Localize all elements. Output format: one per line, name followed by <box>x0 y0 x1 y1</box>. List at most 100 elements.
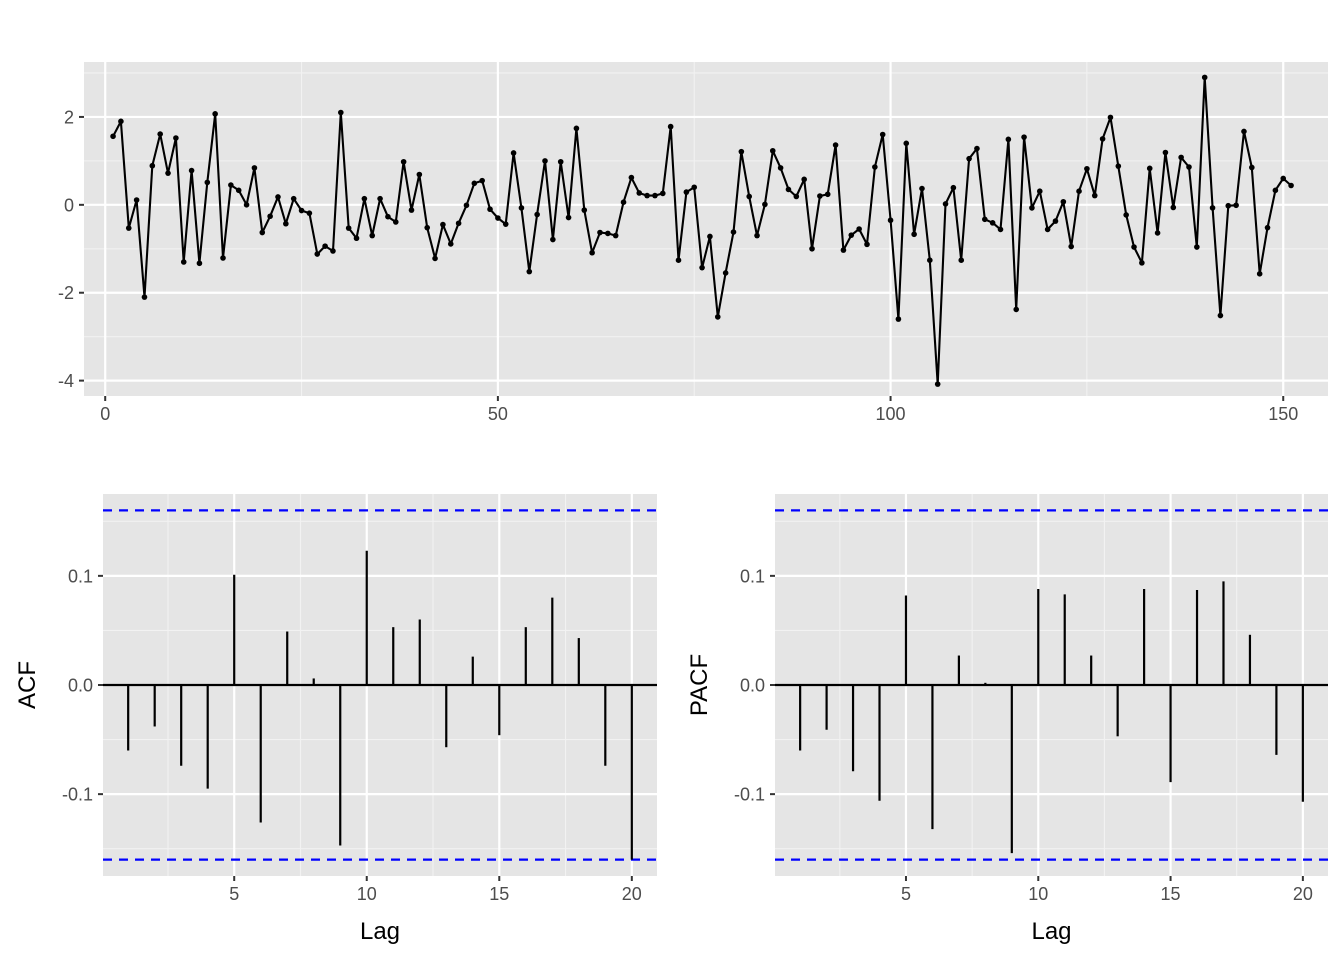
series-point <box>982 216 988 223</box>
pacf-y-tick-label: 0.1 <box>740 566 765 586</box>
acf-x-tick-label: 5 <box>229 884 239 904</box>
series-point <box>1084 165 1090 172</box>
series-point <box>173 135 179 141</box>
series-point <box>1036 188 1043 195</box>
series-point <box>966 155 972 162</box>
series-point <box>392 219 399 225</box>
series-point <box>1217 312 1224 319</box>
series-point <box>306 210 313 216</box>
pacf-x-axis-title: Lag <box>1031 918 1071 945</box>
series-point <box>204 179 211 186</box>
series-point <box>777 165 784 171</box>
series-point <box>275 194 281 200</box>
series-point <box>1256 271 1263 277</box>
series-point <box>1194 244 1200 250</box>
series-x-tick-label: 50 <box>488 404 508 424</box>
series-point <box>377 195 383 202</box>
series-point <box>314 251 321 257</box>
pacf-x-tick-label: 20 <box>1293 884 1313 904</box>
acf-y-tick-label: -0.1 <box>62 785 93 805</box>
series-point <box>950 184 957 191</box>
series-point <box>510 150 517 156</box>
series-point <box>793 193 800 200</box>
series-point <box>989 220 996 226</box>
acf-x-tick-label: 20 <box>622 884 642 904</box>
series-point <box>550 236 556 243</box>
series-y-tick-label: -4 <box>58 371 74 391</box>
series-point <box>1146 165 1153 172</box>
series-point <box>338 109 344 116</box>
series-point <box>840 247 847 253</box>
series-point <box>597 229 603 236</box>
series-point <box>1005 136 1012 143</box>
series-point <box>785 186 792 193</box>
series-point <box>290 195 297 202</box>
series-x-tick-label: 150 <box>1268 404 1298 424</box>
series-point <box>424 224 430 231</box>
pacf-y-tick-label: -0.1 <box>734 785 765 805</box>
series-point <box>196 260 203 267</box>
series-x-tick-label: 0 <box>100 404 110 424</box>
series-point <box>1013 306 1020 313</box>
acf-x-axis-title: Lag <box>360 918 400 945</box>
series-point <box>605 230 611 237</box>
series-point <box>1264 224 1271 231</box>
series-point <box>895 316 902 322</box>
series-point <box>1241 128 1247 135</box>
series-point <box>1076 188 1082 195</box>
series-point <box>1123 212 1129 218</box>
series-point <box>824 191 831 198</box>
series-point <box>125 225 132 231</box>
series-point <box>1288 182 1294 189</box>
series-point <box>691 184 698 191</box>
series-point <box>1139 260 1145 266</box>
series-point <box>652 192 658 199</box>
series-point <box>1170 204 1177 211</box>
series-point <box>110 133 116 140</box>
acf-x-tick-label: 15 <box>489 884 509 904</box>
series-point <box>1272 187 1279 194</box>
series-point <box>1021 134 1027 140</box>
series-point <box>746 193 752 200</box>
series-point <box>141 294 148 300</box>
series-point <box>1178 154 1184 161</box>
series-point <box>581 207 588 213</box>
series-point <box>133 197 140 203</box>
series-point <box>495 215 501 221</box>
series-point <box>188 167 195 174</box>
series-point <box>180 259 187 265</box>
pacf-x-tick-label: 5 <box>901 884 911 904</box>
series-point <box>903 140 910 147</box>
series-point <box>479 177 485 184</box>
series-point <box>471 180 478 187</box>
series-point <box>667 123 674 130</box>
series-point <box>714 314 721 320</box>
series-point <box>628 174 635 181</box>
series-point <box>911 231 917 238</box>
pacf-y-tick-label: 0.0 <box>740 676 765 696</box>
series-point <box>1029 205 1035 211</box>
series-point <box>660 190 666 197</box>
series-point <box>330 248 336 254</box>
series-point <box>1225 202 1232 209</box>
series-point <box>919 185 925 192</box>
series-point <box>848 232 855 238</box>
series-point <box>997 226 1004 233</box>
series-point <box>801 176 807 183</box>
series-point <box>534 211 540 218</box>
series-point <box>432 255 438 262</box>
series-point <box>345 225 352 231</box>
series-point <box>927 257 933 264</box>
series-point <box>157 131 163 137</box>
series-point <box>934 381 941 387</box>
series-point <box>408 207 415 213</box>
series-point <box>879 131 886 138</box>
series-y-tick-label: -2 <box>58 283 74 303</box>
pacf-y-axis-title: PACF <box>686 654 713 716</box>
series-point <box>573 125 580 132</box>
series-point <box>400 158 407 165</box>
series-point <box>385 213 391 220</box>
series-point <box>1099 136 1106 142</box>
series-point <box>518 205 525 211</box>
